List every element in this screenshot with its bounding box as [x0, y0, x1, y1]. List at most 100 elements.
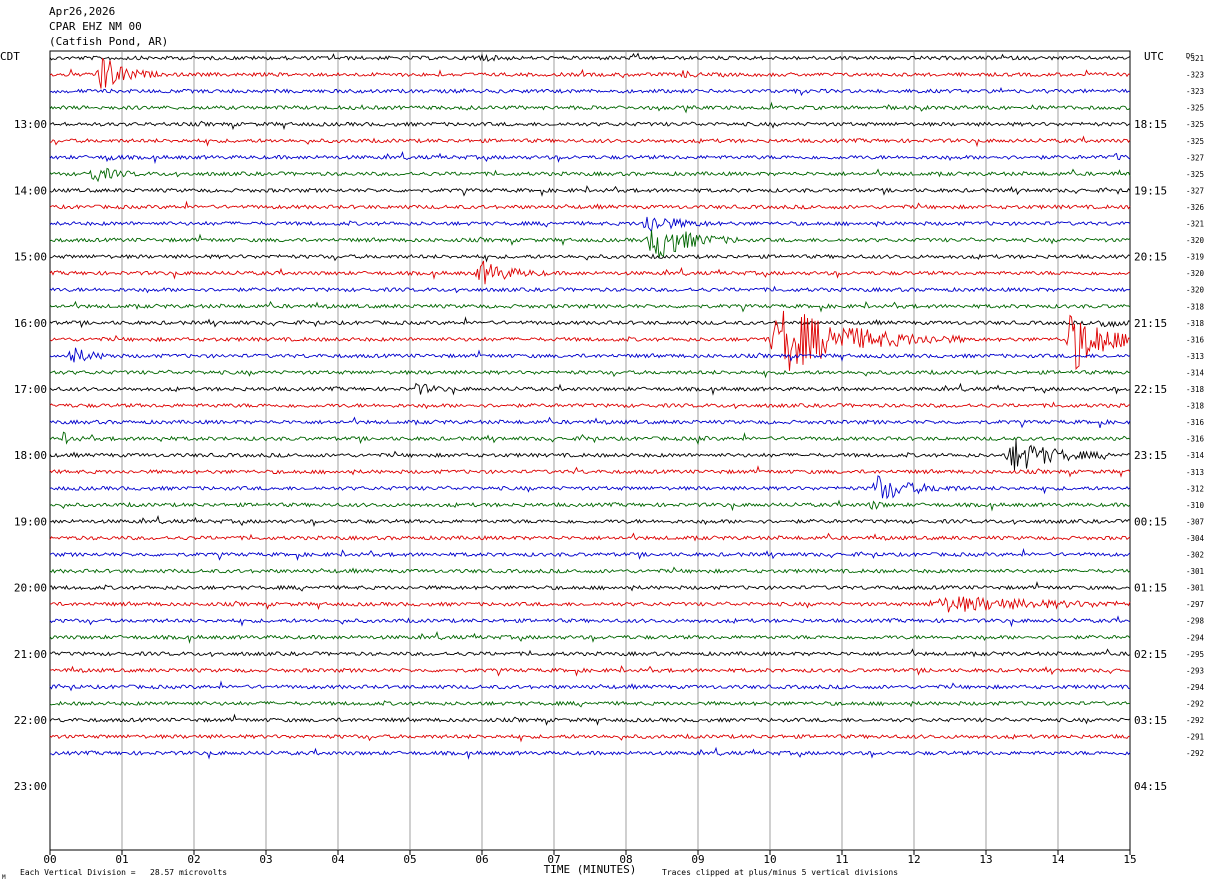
dc-offset-label: -320 — [1186, 269, 1205, 278]
x-tick-label: 07 — [547, 853, 560, 866]
dc-offset-label: -314 — [1186, 451, 1205, 460]
header-location: (Catfish Pond, AR) — [49, 35, 169, 48]
scale-note: Each Vertical Division = 28.57 microvolt… — [20, 868, 227, 877]
dc-offset-label: -323 — [1186, 87, 1204, 96]
dc-offset-label: -327 — [1186, 153, 1204, 162]
left-hour-label: 15:00 — [14, 251, 47, 264]
seismic-trace — [49, 230, 1131, 259]
right-hour-label: 23:15 — [1134, 449, 1167, 462]
dc-offset-label: -318 — [1186, 319, 1205, 328]
left-hour-label: 18:00 — [14, 449, 47, 462]
seismic-trace — [49, 260, 1131, 285]
dc-offset-labels: -321 -323 -323 -325 -325 -325 -327 -325 -327 -326… — [1186, 54, 1205, 758]
dc-offset-label: -294 — [1186, 683, 1205, 692]
seismic-trace — [49, 150, 1131, 165]
dc-offset-label: -320 — [1186, 286, 1205, 295]
x-tick-label: 06 — [475, 853, 488, 866]
dc-offset-label: -313 — [1186, 352, 1204, 361]
seismic-trace — [49, 382, 1131, 396]
x-axis-title: TIME (MINUTES) — [544, 863, 637, 876]
seismic-trace — [49, 416, 1131, 429]
seismic-trace — [49, 87, 1131, 97]
left-timezone-label: CDT — [0, 50, 20, 63]
seismic-trace — [49, 566, 1131, 574]
x-tick-label: 08 — [619, 853, 632, 866]
left-hour-label: 16:00 — [14, 317, 47, 330]
dc-header-label: DC — [1186, 52, 1194, 60]
seismic-trace — [49, 285, 1131, 294]
right-hour-label: 21:15 — [1134, 317, 1167, 330]
seismic-trace — [49, 120, 1131, 131]
seismic-trace — [49, 347, 1131, 363]
x-tick-label: 05 — [403, 853, 416, 866]
dc-offset-label: -298 — [1186, 617, 1205, 626]
dc-offset-label: -321 — [1186, 54, 1204, 63]
seismic-trace — [49, 475, 1131, 500]
dc-offset-label: -318 — [1186, 302, 1205, 311]
dc-offset-label: -325 — [1186, 137, 1204, 146]
right-hour-labels: 18:15 19:15 20:15 21:15 22:15 23:15 00:15 01:15… — [1134, 118, 1167, 793]
dc-offset-label: -295 — [1186, 650, 1204, 659]
seismic-trace — [49, 547, 1131, 561]
seismic-trace — [49, 733, 1131, 743]
left-hour-label: 21:00 — [14, 648, 47, 661]
right-hour-label: 03:15 — [1134, 714, 1167, 727]
left-hour-label: 14:00 — [14, 184, 47, 197]
dc-offset-label: -314 — [1186, 368, 1205, 377]
left-hour-label: 13:00 — [14, 118, 47, 131]
header-station: CPAR EHZ NM 00 — [49, 20, 142, 33]
dc-offset-label: -316 — [1186, 335, 1205, 344]
right-timezone-label: UTC — [1144, 50, 1164, 63]
seismic-trace — [49, 630, 1131, 644]
seismic-trace — [49, 700, 1131, 708]
right-hour-label: 00:15 — [1134, 515, 1167, 528]
left-hour-labels: 13:00 14:00 15:00 16:00 17:00 18:00 19:00 20:00… — [14, 118, 47, 793]
dc-offset-label: -293 — [1186, 666, 1204, 675]
dc-offset-label: -326 — [1186, 203, 1205, 212]
dc-offset-label: -304 — [1186, 534, 1205, 543]
dc-offset-label: -312 — [1186, 484, 1204, 493]
seismic-trace — [50, 253, 1131, 263]
x-tick-label: 03 — [259, 853, 272, 866]
dc-offset-label: -319 — [1186, 253, 1204, 262]
seismic-trace — [49, 310, 1131, 371]
dc-offset-label: -325 — [1186, 170, 1204, 179]
right-hour-label: 22:15 — [1134, 383, 1167, 396]
seismic-trace — [49, 57, 1131, 89]
dc-offset-label: -292 — [1186, 716, 1204, 725]
seismic-trace — [49, 465, 1131, 478]
seismic-trace — [49, 316, 1131, 329]
seismic-trace — [49, 216, 1131, 233]
dc-offset-label: -294 — [1186, 633, 1205, 642]
left-hour-label: 19:00 — [14, 515, 47, 528]
x-tick-label: 14 — [1051, 853, 1065, 866]
seismic-trace — [49, 532, 1131, 542]
dc-offset-label: -320 — [1186, 236, 1205, 245]
x-tick-label: 12 — [907, 853, 920, 866]
seismic-trace — [49, 680, 1131, 692]
x-tick-label: 01 — [115, 853, 128, 866]
clip-note: Traces clipped at plus/minus 5 vertical … — [662, 868, 898, 877]
seismic-trace — [49, 746, 1131, 760]
seismic-trace — [49, 167, 1131, 183]
seismic-trace — [49, 300, 1131, 313]
dc-offset-label: -316 — [1186, 418, 1205, 427]
dc-offset-label: -327 — [1186, 186, 1204, 195]
seismic-trace — [49, 185, 1131, 197]
seismic-traces — [49, 52, 1131, 760]
x-tick-label: 15 — [1123, 853, 1136, 866]
corner-mark: M — [2, 874, 6, 881]
dc-offset-label: -297 — [1186, 600, 1204, 609]
seismic-trace — [49, 439, 1131, 471]
dc-offset-label: -307 — [1186, 517, 1204, 526]
right-hour-label: 20:15 — [1134, 251, 1167, 264]
seismic-trace — [49, 135, 1131, 148]
dc-offset-label: -325 — [1186, 104, 1204, 113]
dc-offset-label: -301 — [1186, 584, 1204, 593]
seismic-trace — [49, 615, 1131, 628]
x-tick-label: 00 — [43, 853, 56, 866]
dc-offset-label: -292 — [1186, 749, 1204, 758]
header-date: Apr26,2026 — [49, 5, 116, 18]
dc-offset-label: -321 — [1186, 220, 1204, 229]
